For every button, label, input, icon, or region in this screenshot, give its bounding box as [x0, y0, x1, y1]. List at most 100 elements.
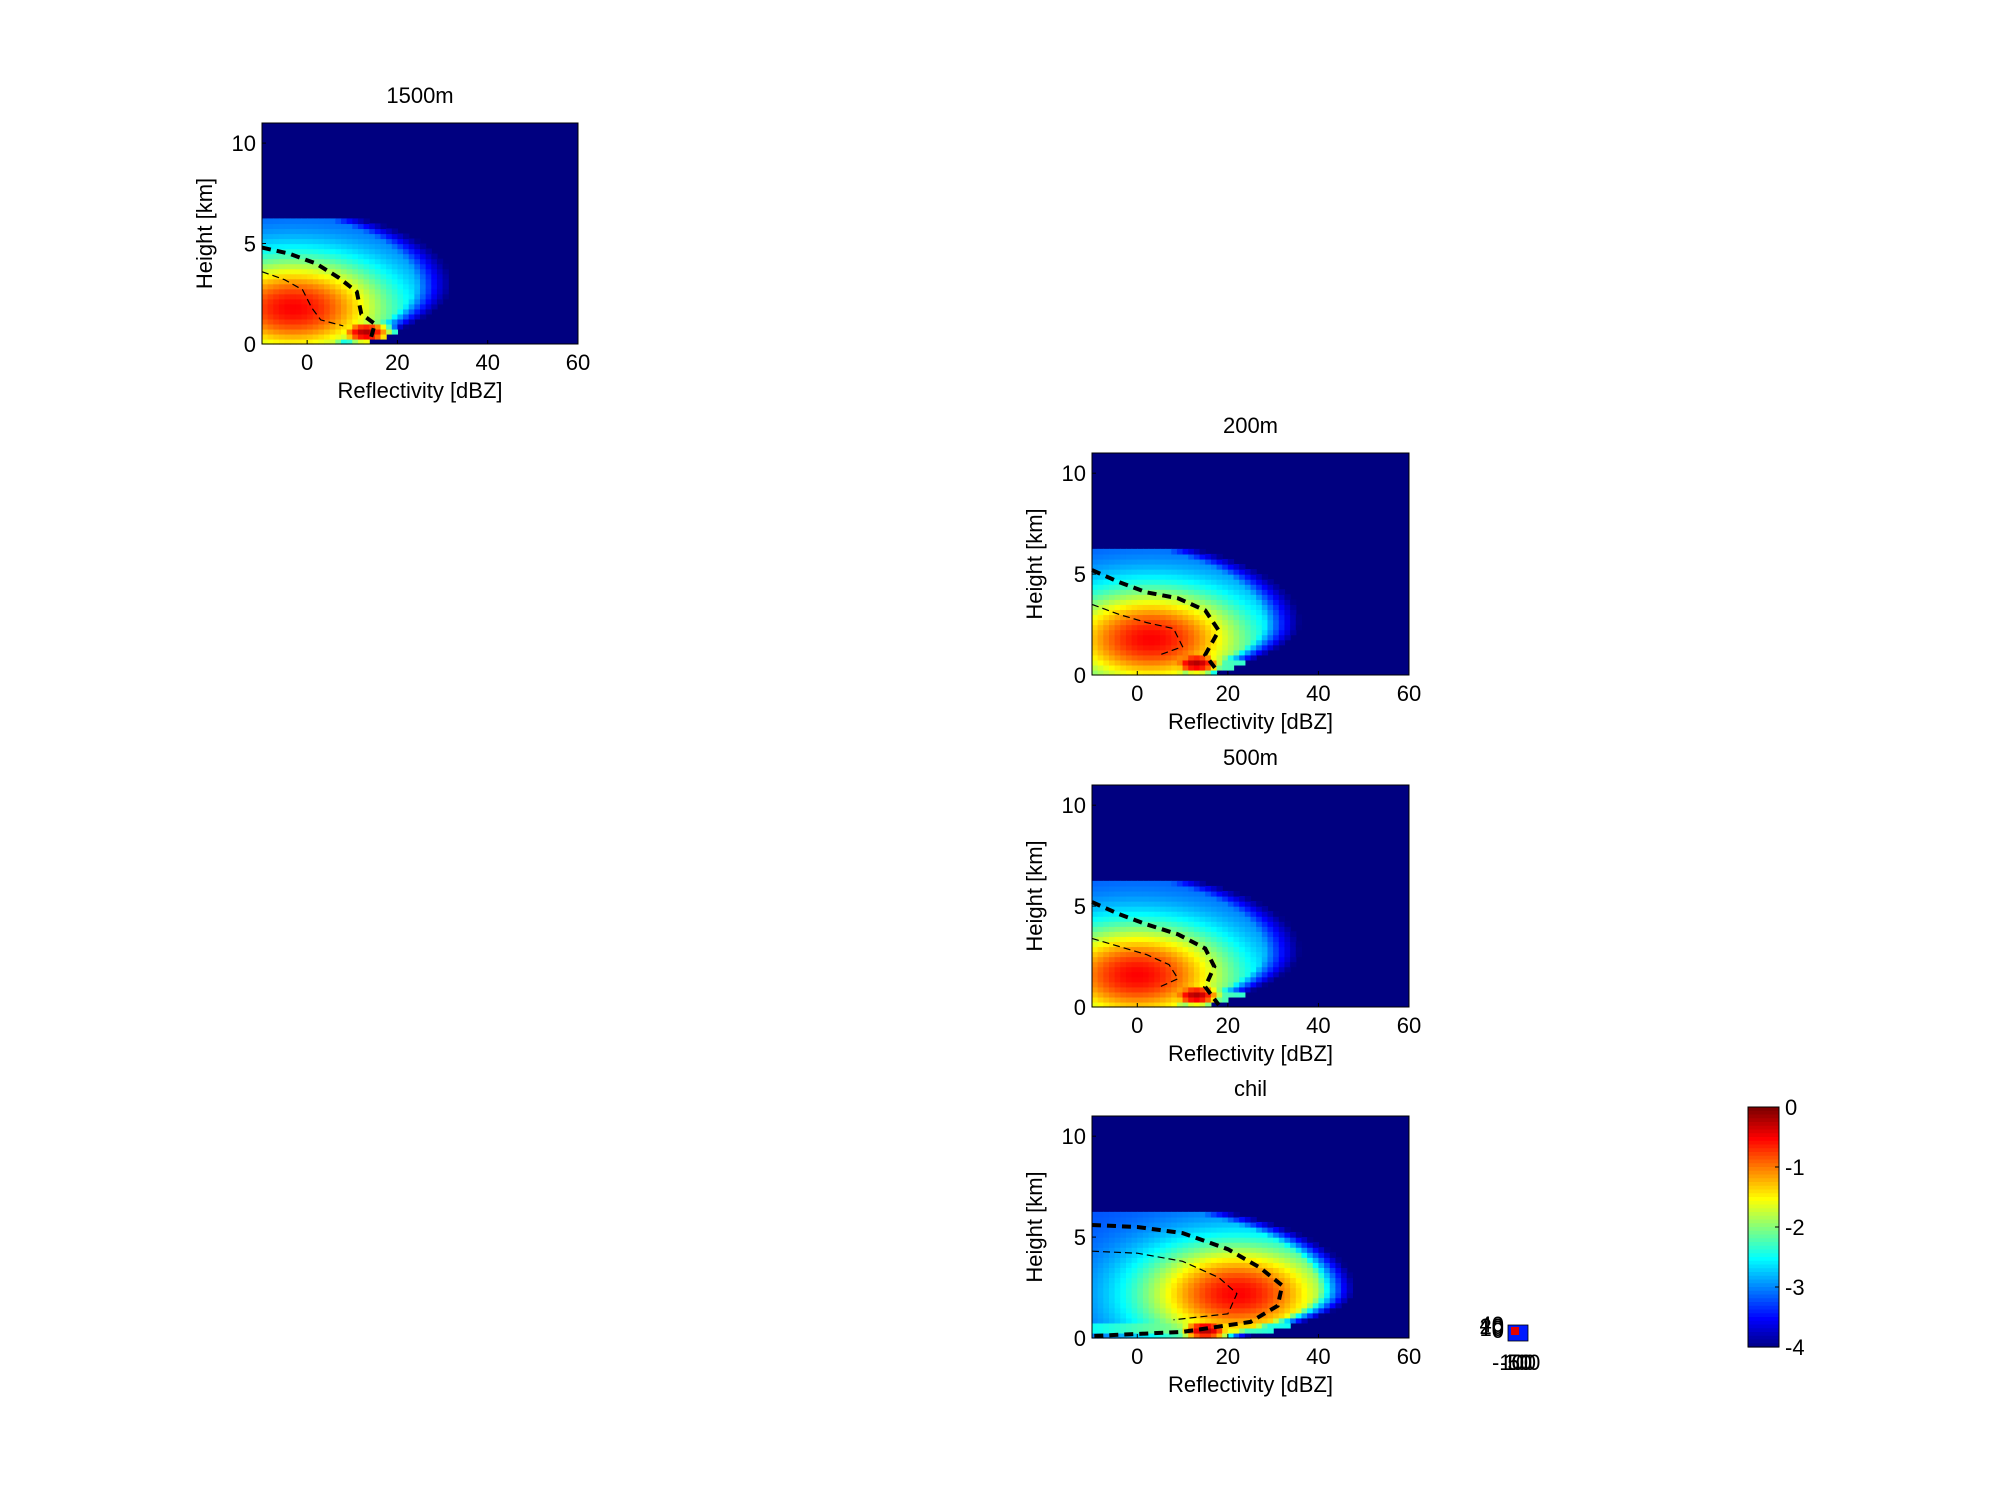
heatmap-cell [1301, 1267, 1308, 1274]
heatmap-cell [1103, 644, 1110, 651]
heatmap-cell [1222, 951, 1229, 958]
heatmap-cell [1256, 594, 1263, 600]
heatmap-cell [1159, 916, 1167, 922]
heatmap-cell [1182, 1001, 1189, 1008]
heatmap-cell [1120, 1267, 1127, 1274]
heatmap-cell [1092, 1307, 1099, 1314]
heatmap-cell [1159, 946, 1167, 953]
heatmap-cell [380, 283, 387, 290]
heatmap-cell [1114, 1247, 1121, 1253]
heatmap-cell [357, 263, 365, 270]
heatmap-cell [1199, 976, 1206, 983]
heatmap-cell [408, 318, 415, 325]
heatmap-cell [1097, 890, 1104, 897]
heatmap-cell [1227, 574, 1235, 580]
heatmap-cell [431, 283, 438, 290]
heatmap-cell [1233, 946, 1240, 953]
heatmap-cell [301, 263, 308, 270]
heatmap-cell [1154, 906, 1161, 912]
heatmap-cell [1165, 986, 1172, 993]
heatmap-cell [1324, 1267, 1331, 1274]
heatmap-cell [357, 298, 365, 305]
heatmap-cell [1346, 1277, 1353, 1284]
heatmap-cell [273, 298, 280, 305]
heatmap-cell [1239, 594, 1246, 600]
heatmap-cell [1227, 649, 1235, 656]
heatmap-cell [290, 338, 297, 345]
heatmap-cell [1193, 976, 1201, 983]
heatmap-cell [1222, 926, 1229, 932]
heatmap-cell [301, 218, 308, 225]
heatmap-cell [1273, 1252, 1280, 1258]
heatmap-cell [1171, 1242, 1178, 1248]
heatmap-cell [1120, 1332, 1127, 1339]
colorbar-cell [1748, 1152, 1779, 1157]
heatmap-cell [1278, 604, 1286, 611]
heatmap-cell [1312, 1292, 1320, 1299]
heatmap-cell [1205, 659, 1212, 666]
heatmap-cell [1205, 936, 1212, 943]
heatmap-cell [1125, 921, 1133, 927]
tiny-x-label: 100 [1504, 1350, 1541, 1375]
heatmap-cell [1171, 1216, 1178, 1223]
heatmap-cell [1239, 976, 1246, 983]
heatmap-cell [1250, 916, 1257, 922]
heatmap-cell [1103, 624, 1110, 631]
heatmap-cell [1193, 564, 1201, 570]
heatmap-cell [1103, 569, 1110, 575]
heatmap-cell [1171, 564, 1178, 570]
heatmap-cell [1199, 579, 1206, 585]
heatmap-cell [1165, 936, 1172, 943]
heatmap-cell [1108, 553, 1116, 560]
heatmap-cell [1239, 986, 1246, 993]
heatmap-cell [1188, 931, 1195, 937]
heatmap-cell [1137, 558, 1144, 565]
heatmap-cell [1216, 594, 1223, 600]
heatmap-cell [1103, 1322, 1110, 1329]
heatmap-cell [1182, 548, 1189, 555]
heatmap-cell [1131, 1317, 1138, 1324]
heatmap-cell [352, 223, 359, 230]
contour-bold [1091, 568, 1222, 675]
heatmap-cell [1199, 981, 1206, 988]
heatmap-cell [1239, 1247, 1246, 1253]
heatmap-cell [1142, 629, 1150, 636]
heatmap-cell [1205, 1277, 1212, 1284]
heatmap-cell [324, 298, 331, 305]
heatmap-cell [1154, 981, 1161, 988]
heatmap-cell [1097, 553, 1104, 560]
heatmap-cell [1233, 589, 1240, 595]
heatmap-cell [1267, 1262, 1274, 1268]
heatmap-cell [1154, 599, 1161, 605]
heatmap-cell [397, 273, 404, 280]
heatmap-cell [262, 238, 269, 245]
heatmap-cell [1176, 986, 1184, 993]
heatmap-cell [1256, 1267, 1263, 1274]
heatmap-cell [1341, 1287, 1348, 1294]
heatmap-cell [1244, 574, 1252, 580]
heatmap-cell [1290, 1312, 1297, 1319]
heatmap-cell [1290, 1292, 1297, 1299]
heatmap-cell [1256, 634, 1263, 641]
heatmap-cell [1193, 574, 1201, 580]
heatmap-cell [369, 228, 376, 235]
heatmap-cell [1290, 1287, 1297, 1294]
heatmap-cell [1154, 1237, 1161, 1243]
heatmap-cell [1216, 589, 1223, 595]
heatmap-cell [369, 238, 376, 245]
heatmap-cell [1120, 1302, 1127, 1309]
heatmap-cell [1137, 609, 1144, 616]
heatmap-cell [1188, 996, 1195, 1003]
heatmap-cell [1233, 961, 1240, 968]
heatmap-cell [1154, 1287, 1161, 1294]
colorbar-cell [1748, 1140, 1779, 1146]
heatmap-cell [1329, 1302, 1337, 1309]
heatmap-cell [1227, 1292, 1235, 1299]
heatmap-cell [1188, 1307, 1195, 1314]
heatmap-cell [380, 258, 387, 265]
heatmap-cell [1222, 1211, 1229, 1218]
heatmap-cell [1176, 916, 1184, 922]
heatmap-cell [1097, 624, 1104, 631]
heatmap-cell [267, 238, 274, 245]
heatmap-cell [1199, 654, 1206, 661]
